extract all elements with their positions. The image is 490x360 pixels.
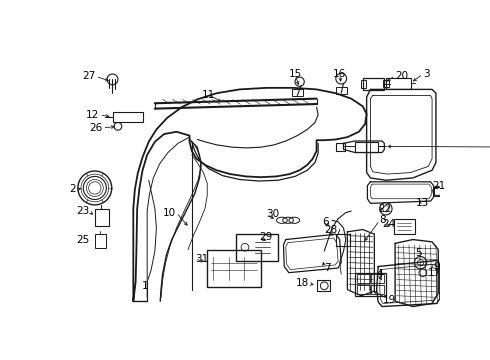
Text: 4: 4 [377, 269, 383, 279]
Bar [336, 143, 345, 151]
Text: 19: 19 [383, 294, 396, 305]
Text: 13: 13 [416, 198, 429, 208]
Bar [371, 274, 384, 283]
Bar [355, 142, 378, 152]
Bar [383, 80, 389, 87]
Text: 17: 17 [428, 267, 441, 278]
Text: 3: 3 [423, 69, 429, 79]
Text: 15: 15 [289, 69, 302, 79]
Text: 10: 10 [163, 208, 176, 217]
Text: 9: 9 [434, 261, 440, 271]
Bar [393, 219, 415, 234]
Text: 27: 27 [82, 71, 96, 81]
Text: 29: 29 [259, 232, 272, 242]
Text: 5: 5 [415, 248, 421, 258]
Text: 25: 25 [76, 235, 89, 244]
Bar [292, 89, 303, 95]
Text: 16: 16 [333, 69, 346, 79]
Bar [434, 187, 441, 195]
Bar [386, 78, 411, 89]
Text: 30: 30 [267, 209, 280, 219]
Bar [361, 80, 366, 88]
Text: 6: 6 [323, 217, 329, 227]
Text: 7: 7 [324, 263, 331, 273]
Text: 8: 8 [380, 215, 386, 225]
Text: 24: 24 [382, 219, 395, 229]
Text: 1: 1 [142, 281, 149, 291]
Text: 12: 12 [86, 110, 99, 120]
Text: 21: 21 [432, 181, 445, 191]
Bar [95, 234, 106, 248]
Bar [113, 112, 143, 122]
Text: 23: 23 [76, 206, 89, 216]
Bar [357, 285, 369, 294]
Bar [95, 209, 109, 226]
Text: 28: 28 [324, 225, 338, 235]
Text: 18: 18 [295, 278, 309, 288]
Text: 11: 11 [202, 90, 216, 100]
Bar [355, 273, 386, 296]
Bar [371, 285, 384, 294]
Bar [236, 234, 278, 261]
Text: 31: 31 [195, 254, 208, 264]
Bar [317, 280, 330, 291]
Text: 2: 2 [70, 184, 76, 194]
Bar [207, 249, 261, 287]
Text: 20: 20 [395, 71, 408, 81]
Bar [363, 78, 384, 90]
Text: 22: 22 [378, 204, 392, 214]
Bar [336, 234, 350, 247]
Text: 26: 26 [89, 123, 102, 133]
Bar [336, 87, 346, 94]
Bar [357, 274, 369, 283]
